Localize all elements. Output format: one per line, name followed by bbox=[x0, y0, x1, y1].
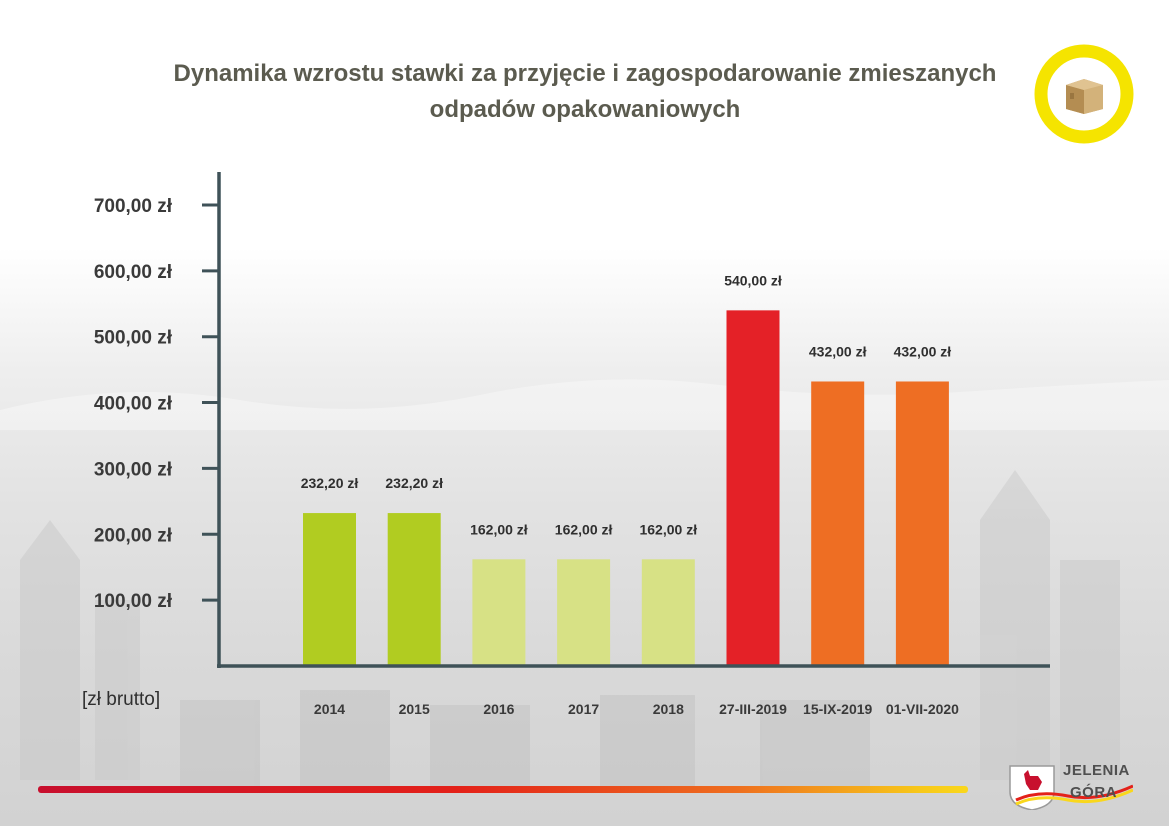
chart-title-line-2: odpadów opakowaniowych bbox=[429, 96, 741, 123]
logo-text-line-2: GÓRA bbox=[1070, 784, 1117, 801]
chart-title: Dynamika wzrostu stawki za przyjęcie i z… bbox=[120, 56, 1050, 128]
y-tick-label: 700,00 zł bbox=[94, 196, 173, 217]
y-tick-label: 500,00 zł bbox=[94, 328, 173, 349]
y-axis: 100,00 zł 200,00 zł 300,00 zł 400,00 zł 500,… bbox=[94, 172, 221, 668]
bar bbox=[726, 310, 780, 666]
y-tick-label: 200,00 zł bbox=[94, 525, 173, 546]
x-tick-label: 2017 bbox=[568, 701, 599, 717]
bottom-color-stripe bbox=[38, 786, 968, 793]
bar bbox=[557, 559, 611, 666]
y-tick-label: 400,00 zł bbox=[94, 394, 173, 415]
y-tick-label: 100,00 zł bbox=[94, 591, 173, 612]
x-tick-label: 2015 bbox=[399, 701, 430, 717]
x-tick-label: 2018 bbox=[653, 701, 684, 717]
bar bbox=[811, 381, 865, 666]
x-tick-label: 01-VII-2020 bbox=[886, 701, 959, 717]
bar bbox=[387, 513, 441, 666]
data-label: 232,20 zł bbox=[301, 475, 359, 491]
x-tick-label: 2014 bbox=[314, 701, 345, 717]
bar bbox=[472, 559, 526, 666]
data-label: 162,00 zł bbox=[639, 521, 697, 537]
data-label: 432,00 zł bbox=[894, 343, 952, 359]
unit-label: [zł brutto] bbox=[82, 689, 161, 710]
cardboard-box-icon bbox=[1066, 79, 1103, 114]
data-label: 540,00 zł bbox=[724, 272, 782, 288]
y-tick-label: 600,00 zł bbox=[94, 262, 173, 283]
city-logo-icon bbox=[1009, 765, 1133, 810]
logo-text-line-1: JELENIA bbox=[1063, 762, 1130, 779]
bar bbox=[895, 381, 949, 666]
data-label: 232,20 zł bbox=[385, 475, 443, 491]
chart-title-line-1: Dynamika wzrostu stawki za przyjęcie i z… bbox=[173, 60, 997, 87]
data-label: 162,00 zł bbox=[470, 521, 528, 537]
data-label: 432,00 zł bbox=[809, 343, 867, 359]
x-tick-label: 2016 bbox=[483, 701, 514, 717]
box-badge-icon bbox=[1034, 44, 1134, 144]
x-axis: 2014 2015 2016 2017 2018 27-III-2019 15-IX-201… bbox=[217, 664, 1050, 717]
bars bbox=[303, 310, 949, 666]
data-labels: 232,20 zł 232,20 zł 162,00 zł 162,00 zł 162,… bbox=[301, 272, 952, 537]
y-tick-label: 300,00 zł bbox=[94, 459, 173, 480]
bar bbox=[303, 513, 356, 666]
x-tick-label: 27-III-2019 bbox=[719, 701, 787, 717]
x-tick-label: 15-IX-2019 bbox=[803, 701, 872, 717]
bar bbox=[641, 559, 695, 666]
data-label: 162,00 zł bbox=[555, 521, 613, 537]
